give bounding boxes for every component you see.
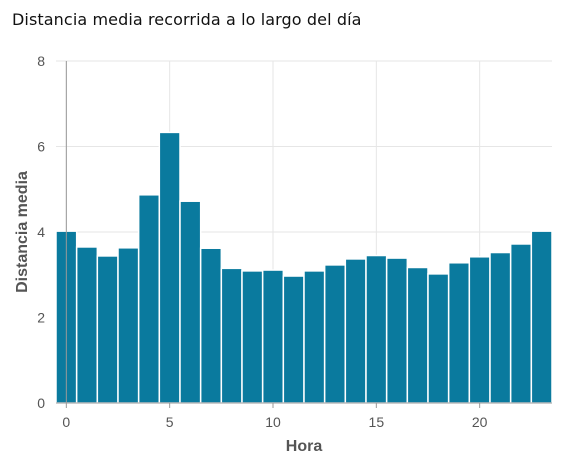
y-tick-label: 8 [37,53,45,69]
bar [509,243,533,404]
bar [303,270,326,404]
y-tick-label: 0 [37,395,45,411]
x-axis-title: Hora [286,438,323,455]
bar [179,200,202,404]
bar [427,273,450,404]
bar [323,264,347,404]
bar [137,194,161,404]
x-tick-labels: 0 5 10 15 20 [62,414,487,430]
x-tick-label: 0 [62,414,70,430]
axes [56,61,552,408]
x-tick-label: 10 [265,414,281,430]
y-tick-label: 6 [37,139,45,155]
y-tick-labels: 0 2 4 6 8 [37,53,45,411]
bar [158,131,181,404]
bar [261,269,285,404]
bar [406,266,429,404]
y-tick-label: 2 [37,310,45,326]
bar [530,230,553,404]
bar [447,262,471,404]
bar [344,258,367,404]
bar [385,257,409,404]
bar [468,256,491,404]
bar [365,254,388,404]
bar [117,247,140,404]
bar [96,255,119,404]
x-tick-label: 20 [472,414,488,430]
bars [55,131,553,404]
x-tick-label: 15 [369,414,385,430]
bar [199,247,223,404]
bar [241,270,264,404]
bar [489,251,512,404]
x-tick-label: 5 [166,414,174,430]
bar [282,275,305,404]
y-tick-label: 4 [37,224,45,240]
chart-title: Distancia media recorrida a lo largo del… [12,10,362,29]
bar [75,246,99,404]
y-axis-title: Distancia media [14,171,31,293]
bar [220,267,243,404]
